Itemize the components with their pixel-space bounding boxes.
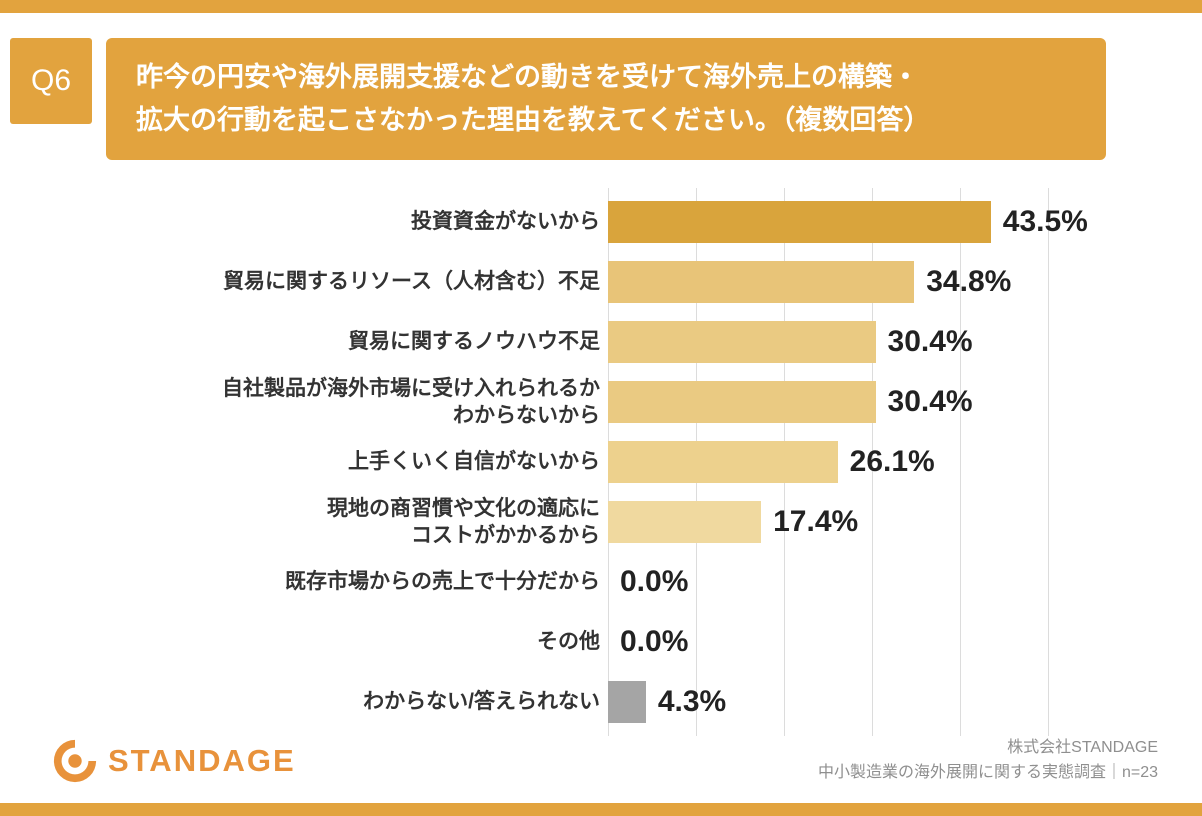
- bar-area: 0.0%: [608, 561, 688, 603]
- bar-row: その他 0.0%: [60, 612, 1170, 672]
- value-label: 0.0%: [620, 565, 689, 598]
- value-label: 17.4%: [773, 505, 859, 538]
- source-credit-survey: 中小製造業の海外展開に関する実態調査｜n=23: [817, 764, 1158, 782]
- chart-rows: 投資資金がないから 43.5% 貿易に関するリソース（人材含む）不足 34.8% 貿易に…: [60, 192, 1170, 732]
- bar: [608, 321, 876, 363]
- question-badge: Q6: [10, 38, 92, 124]
- category-label: 貿易に関するリソース（人材含む）不足: [223, 270, 600, 294]
- bar: [608, 261, 915, 303]
- value-label: 0.0%: [620, 625, 689, 658]
- bar-row: 自社製品が海外市場に受け入れられるか わからないから 30.4%: [60, 372, 1170, 432]
- source-credit-company: 株式会社STANDAGE: [1007, 739, 1158, 757]
- bar: [608, 501, 762, 543]
- bar-area: 26.1%: [608, 441, 935, 483]
- brand-logo-text: STANDAGE: [108, 743, 296, 778]
- bottom-accent-strip: [0, 803, 1202, 816]
- question-badge-label: Q6: [30, 64, 72, 97]
- bar-chart: 投資資金がないから 43.5% 貿易に関するリソース（人材含む）不足 34.8% 貿易に…: [60, 188, 1170, 736]
- gridline: [872, 188, 873, 736]
- brand-logo: STANDAGE: [52, 738, 296, 784]
- bar-row: 貿易に関するノウハウ不足 30.4%: [60, 312, 1170, 372]
- value-label: 30.4%: [887, 325, 973, 358]
- source-credit: 株式会社STANDAGE 中小製造業の海外展開に関する実態調査｜n=23: [818, 736, 1158, 786]
- category-label: その他: [537, 630, 600, 654]
- bar-row: 既存市場からの売上で十分だから 0.0%: [60, 552, 1170, 612]
- bar-row: 投資資金がないから 43.5%: [60, 192, 1170, 252]
- value-label: 43.5%: [1002, 205, 1088, 238]
- bar: [608, 441, 838, 483]
- gridline: [1048, 188, 1049, 736]
- value-label: 4.3%: [657, 685, 727, 718]
- bar: [608, 381, 876, 423]
- category-label: 既存市場からの売上で十分だから: [285, 570, 600, 594]
- category-label: 現地の商習慣や文化の適応に コストがかかるから: [327, 496, 600, 547]
- category-label: 上手くいく自信がないから: [348, 450, 600, 474]
- value-label: 30.4%: [887, 385, 973, 418]
- bar-row: 現地の商習慣や文化の適応に コストがかかるから 17.4%: [60, 492, 1170, 552]
- bar-area: 0.0%: [608, 621, 688, 663]
- category-label: 自社製品が海外市場に受け入れられるか わからないから: [222, 376, 600, 427]
- bar-area: 4.3%: [608, 681, 726, 723]
- question-text: 昨今の円安や海外展開支援などの動きを受けて海外売上の構築・ 拡大の行動を起こさな…: [136, 61, 931, 135]
- question-header: 昨今の円安や海外展開支援などの動きを受けて海外売上の構築・ 拡大の行動を起こさな…: [106, 38, 1106, 160]
- gridline: [960, 188, 961, 736]
- value-label: 34.8%: [926, 265, 1012, 298]
- bar-area: 34.8%: [608, 261, 1011, 303]
- bar: [608, 681, 646, 723]
- value-label: 26.1%: [849, 445, 935, 478]
- bar-row: 貿易に関するリソース（人材含む）不足 34.8%: [60, 252, 1170, 312]
- standage-logo-icon: [53, 739, 97, 783]
- category-label: 貿易に関するノウハウ不足: [348, 330, 600, 354]
- bar-area: 30.4%: [608, 321, 973, 363]
- bar-area: 43.5%: [608, 201, 1088, 243]
- category-label: わからない/答えられない: [363, 690, 600, 714]
- bar-area: 17.4%: [608, 501, 858, 543]
- bar-row: わからない/答えられない 4.3%: [60, 672, 1170, 732]
- bar: [608, 201, 991, 243]
- bar-row: 上手くいく自信がないから 26.1%: [60, 432, 1170, 492]
- top-accent-strip: [0, 0, 1202, 13]
- bar-area: 30.4%: [608, 381, 973, 423]
- category-label: 投資資金がないから: [411, 210, 600, 234]
